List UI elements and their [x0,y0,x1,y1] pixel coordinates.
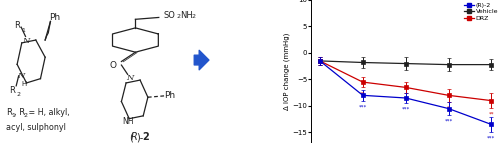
Text: Ph: Ph [49,13,60,22]
Text: *: * [447,105,450,110]
Text: O: O [109,61,116,69]
Text: 2: 2 [192,14,196,19]
Text: ***: *** [358,104,367,109]
Text: 1: 1 [22,28,26,32]
Text: Ph: Ph [164,91,175,100]
Text: (: ( [129,132,132,142]
Text: )-: )- [136,132,143,142]
Text: SO: SO [164,11,175,19]
Text: NH: NH [122,117,134,126]
Text: acyl, sulphonyl: acyl, sulphonyl [6,123,66,132]
Text: ***: *** [402,107,410,112]
Text: = H, alkyl,: = H, alkyl, [26,109,70,117]
Text: *: * [404,96,407,101]
Legend: (R)-2, Vehicle, DRZ: (R)-2, Vehicle, DRZ [462,0,500,23]
Text: N: N [18,72,25,80]
Text: ***: *** [488,136,496,141]
Y-axis label: Δ IOP change (mmHg): Δ IOP change (mmHg) [283,33,290,110]
Text: **: ** [488,112,494,117]
Text: 2: 2 [142,132,149,142]
Text: ***: *** [444,119,452,124]
Text: R: R [131,132,138,142]
Text: **: ** [360,91,366,96]
Text: R: R [10,86,16,95]
Text: R: R [14,21,20,30]
Text: 1: 1 [12,113,16,118]
Text: 2: 2 [16,92,20,97]
Text: H: H [22,81,27,87]
Text: 2: 2 [24,113,28,118]
FancyArrowPatch shape [194,50,209,70]
Text: N: N [22,37,29,45]
Text: NH: NH [180,11,192,19]
Text: R: R [6,109,12,117]
Text: N: N [126,74,134,82]
Text: , R: , R [14,109,25,117]
Text: 2: 2 [177,14,181,19]
